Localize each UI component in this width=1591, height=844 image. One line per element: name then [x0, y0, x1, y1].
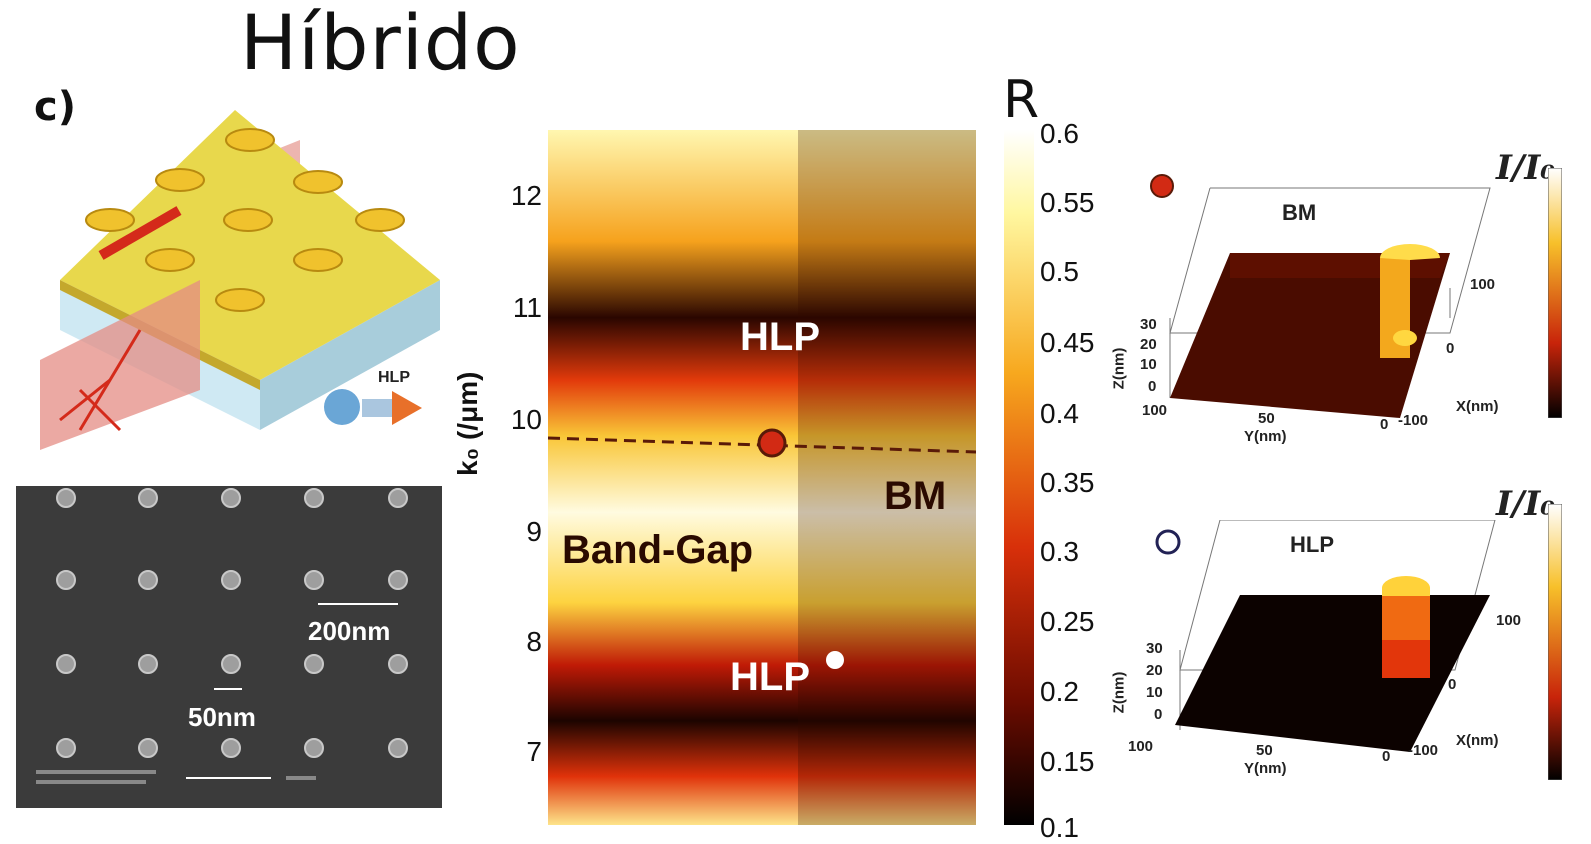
plot2-xtick: 0: [1448, 676, 1457, 693]
plot1-ztick: 30: [1140, 316, 1157, 333]
plot1-ytick: 0: [1380, 416, 1389, 433]
plot1-xtick: 100: [1470, 276, 1496, 293]
plot2-ztick: 20: [1146, 662, 1163, 679]
sem-micrograph: [16, 486, 442, 808]
plot1-ztick: 20: [1140, 336, 1157, 353]
cbtick: 0.1: [1040, 812, 1079, 843]
plot2-ztick: 30: [1146, 640, 1163, 657]
cbtick: 0.25: [1040, 606, 1095, 637]
cbtick: 0.6: [1040, 118, 1079, 149]
field-plot-bm: [1150, 174, 1491, 418]
ytick: 8: [526, 626, 542, 657]
plot2-ztick: 10: [1146, 684, 1163, 701]
label-hlp-bottom: HLP: [730, 655, 810, 699]
plot1-label: BM: [1282, 200, 1317, 225]
plot1-xlabel: X(nm): [1456, 398, 1499, 415]
cbtick: 0.3: [1040, 536, 1079, 567]
scale-50nm: 50nm: [188, 702, 256, 732]
ytick: 12: [510, 180, 542, 211]
plot2-ztick: 0: [1154, 706, 1163, 723]
ytick: 9: [526, 516, 542, 547]
ytick: 11: [512, 292, 542, 323]
plot1-ztick: 10: [1140, 356, 1157, 373]
cbtick: 0.2: [1040, 676, 1079, 707]
label-bm: BM: [884, 474, 947, 518]
panel-label: c): [34, 84, 76, 130]
scale-200nm: 200nm: [308, 616, 391, 646]
marker-filled: [1150, 174, 1174, 198]
ytick: 7: [526, 736, 542, 767]
y-axis-label: k₀ (/μm): [452, 371, 483, 476]
ytick: 10: [510, 404, 542, 435]
plot2-ytick: 50: [1256, 742, 1273, 759]
array-schematic: HLP: [40, 110, 440, 450]
reflectance-map: [548, 130, 976, 825]
plot1-intensity: I/I₀: [1496, 148, 1556, 188]
plot1-colorbar: [1548, 168, 1562, 418]
colorbar: [1004, 130, 1034, 825]
slide-title: Híbrido: [240, 0, 521, 87]
label-band-gap: Band-Gap: [562, 528, 754, 572]
plot1-ytick: 50: [1258, 410, 1275, 427]
plot1-ylabel: Y(nm): [1244, 428, 1287, 445]
plot2-colorbar: [1548, 504, 1562, 780]
plot2-ytick: 100: [1128, 738, 1154, 755]
plot1-xtick: -100: [1398, 412, 1429, 429]
plot1-zlabel: Z(nm): [1110, 347, 1128, 390]
cbtick: 0.45: [1040, 327, 1095, 358]
plot1-ztick: 0: [1148, 378, 1157, 395]
plot1-xtick: 0: [1446, 340, 1455, 357]
plot2-intensity: I/I₀: [1496, 484, 1556, 524]
plot2-label: HLP: [1290, 532, 1334, 557]
cbtick: 0.4: [1040, 398, 1079, 429]
cbtick: 0.55: [1040, 187, 1095, 218]
cbtick: 0.15: [1040, 746, 1095, 777]
cbtick: 0.5: [1040, 256, 1079, 287]
cbtick: 0.35: [1040, 467, 1095, 498]
label-hlp-top: HLP: [740, 315, 820, 359]
plot2-ylabel: Y(nm): [1244, 760, 1287, 777]
field-plot-hlp: [1155, 520, 1496, 752]
marker-open: [1155, 529, 1181, 555]
plot2-xtick: 100: [1496, 612, 1522, 629]
plot2-xtick: -100: [1408, 742, 1439, 759]
colorbar-title: R: [1003, 70, 1040, 130]
plot1-ytick: 100: [1142, 402, 1168, 419]
schematic-hlp-label: HLP: [378, 369, 410, 386]
plot2-zlabel: Z(nm): [1110, 671, 1128, 714]
plot2-xlabel: X(nm): [1456, 732, 1499, 749]
plot2-ytick: 0: [1382, 748, 1391, 765]
